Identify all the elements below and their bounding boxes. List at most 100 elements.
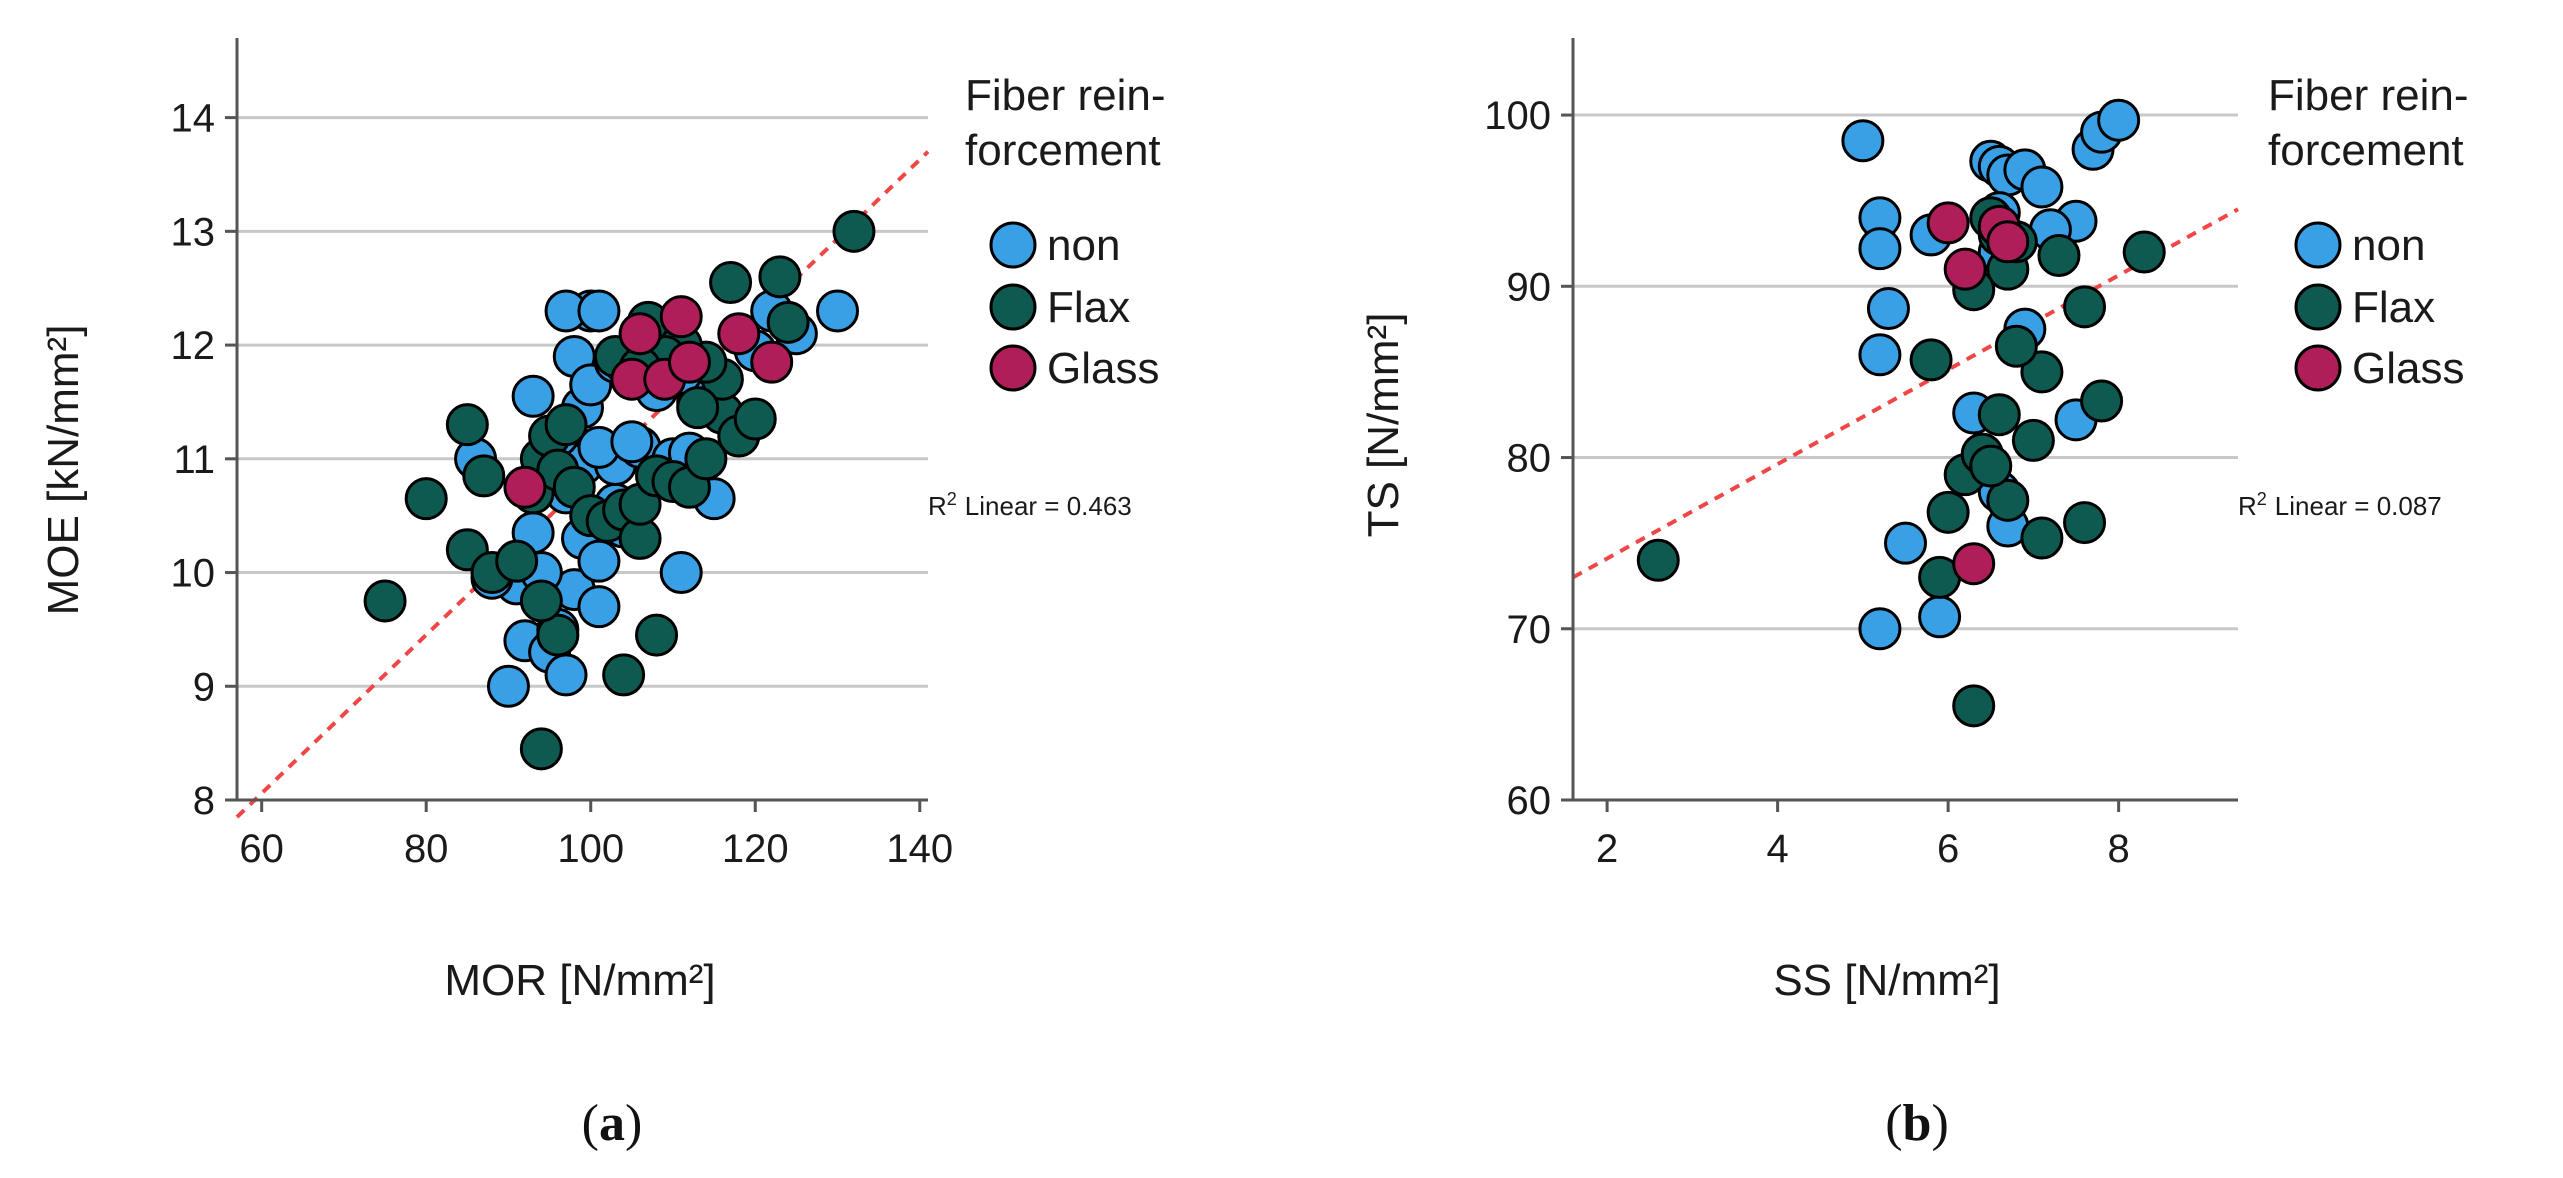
legend-swatch-flax-b	[2294, 283, 2342, 331]
caption-a: (a)	[582, 1095, 643, 1152]
legend-swatch-non-a	[989, 221, 1037, 269]
r2-annotation-b: R2 Linear = 0.087	[2238, 489, 2442, 521]
chart-panel-a: 8 9 10 11 12 13 14 60 80 100 120 140 MOR [N/mm²] MO…	[39, 38, 1166, 1152]
point-a-glass-6	[717, 312, 761, 356]
point-a-flax-6	[495, 539, 539, 583]
y-tick-label-b-3: 90	[1507, 265, 1552, 309]
legend-b: Fiber rein- forcement non Flax Glass	[2268, 71, 2469, 393]
point-b-non-7	[1918, 595, 1962, 639]
point-a-glass-5	[667, 340, 711, 384]
y-tick-label-a-5: 13	[171, 210, 216, 254]
axes-a	[235, 38, 928, 802]
legend-swatch-glass-a	[989, 344, 1037, 392]
y-axis-title-a: MOE [kN/mm²]	[39, 325, 88, 616]
point-a-flax-1	[404, 477, 448, 521]
y-tick-label-a-0: 8	[193, 779, 215, 823]
point-a-flax-21	[684, 437, 728, 481]
fit-line-b	[1572, 207, 2239, 580]
legend-title-line2-a: forcement	[965, 126, 1161, 175]
point-b-flax-3	[1926, 490, 1970, 534]
y-tick-label-a-3: 11	[173, 438, 215, 482]
point-b-flax-5	[1952, 684, 1996, 728]
point-b-non-4	[1858, 333, 1902, 377]
point-a-flax-2	[445, 403, 489, 447]
point-b-flax-0	[1636, 538, 1680, 582]
point-b-non-13	[2020, 165, 2064, 209]
legend-title-line1-b: Fiber rein-	[2268, 71, 2469, 120]
points-a	[363, 209, 876, 771]
x-axis-title-a: MOR [N/mm²]	[444, 956, 715, 1005]
point-a-flax-40	[602, 653, 646, 697]
legend-label-non-a: non	[1047, 221, 1120, 270]
legend-label-non-b: non	[2352, 221, 2425, 270]
point-a-non-3	[544, 653, 588, 697]
axes-b	[1571, 38, 2238, 802]
legend-swatch-glass-b	[2294, 344, 2342, 392]
r2-label-a: Linear = 0.463	[965, 491, 1132, 521]
point-b-flax-13	[2011, 418, 2055, 462]
point-a-non-8	[577, 585, 621, 629]
chart-panel-b: 60 70 80 90 100 2 4 6 8 SS [N/mm²] TS [N/mm²] Fi…	[1359, 38, 2469, 1152]
point-a-glass-1	[618, 312, 662, 356]
point-b-flax-15	[2020, 516, 2064, 560]
point-a-flax-38	[519, 579, 563, 623]
points-b	[1636, 98, 2166, 728]
y-tick-label-b-2: 80	[1507, 437, 1552, 481]
point-a-non-24	[610, 420, 654, 464]
r2-annotation-a: R2 Linear = 0.463	[928, 489, 1132, 521]
x-tick-label-a-1: 80	[404, 827, 449, 871]
y-tick-label-a-2: 10	[171, 552, 216, 596]
point-b-flax-23	[1994, 324, 2038, 368]
point-a-non-41	[511, 374, 555, 418]
caption-b: (b)	[1885, 1095, 1949, 1152]
point-b-non-17	[2097, 98, 2141, 142]
point-a-non-30	[577, 289, 621, 333]
x-tick-label-a-4: 140	[886, 827, 953, 871]
point-b-flax-18	[2063, 285, 2107, 329]
r2-label-b: Linear = 0.087	[2275, 491, 2442, 521]
point-a-flax-11	[544, 403, 588, 447]
legend-label-glass-a: Glass	[1047, 344, 1159, 393]
point-b-flax-17	[2063, 501, 2107, 545]
fit-line-a	[235, 150, 930, 819]
y-tick-label-a-4: 12	[171, 324, 216, 368]
point-a-non-21	[659, 551, 703, 595]
point-b-flax-14	[2020, 350, 2064, 394]
r2-sup-b: 2	[2257, 489, 2267, 509]
r2-symbol-b: R	[2238, 491, 2257, 521]
point-b-glass-2	[1952, 542, 1996, 586]
point-a-flax-36	[676, 386, 720, 430]
point-a-flax-34	[766, 300, 810, 344]
legend-label-flax-a: Flax	[1047, 283, 1130, 332]
x-tick-label-b-2: 6	[1937, 827, 1959, 871]
ticks-b: 60 70 80 90 100 2 4 6 8	[1484, 94, 2130, 871]
x-tick-label-b-3: 8	[2108, 827, 2130, 871]
point-b-non-3	[1866, 287, 1910, 331]
point-b-non-5	[1884, 521, 1927, 565]
point-a-flax-37	[536, 613, 580, 657]
point-b-flax-22	[1969, 444, 2013, 488]
point-b-flax-1	[1909, 338, 1953, 382]
point-a-non-12	[577, 539, 621, 583]
point-b-flax-11	[1977, 393, 2021, 437]
point-a-flax-35	[832, 209, 876, 253]
r2-symbol-a: R	[928, 491, 947, 521]
x-tick-label-a-0: 60	[239, 827, 284, 871]
y-tick-label-b-4: 100	[1484, 94, 1551, 138]
x-tick-label-b-1: 4	[1766, 827, 1788, 871]
point-a-flax-32	[709, 261, 753, 305]
legend-title-line2-b: forcement	[2268, 126, 2464, 175]
point-a-flax-39	[519, 727, 563, 771]
point-a-non-0	[486, 664, 530, 708]
legend-label-glass-b: Glass	[2352, 344, 2464, 393]
point-b-glass-1	[1943, 247, 1987, 291]
point-a-glass-7	[750, 340, 794, 384]
point-b-flax-16	[2037, 233, 2081, 277]
legend-swatch-non-b	[2294, 221, 2342, 269]
fit-line-b	[1572, 207, 2239, 580]
x-tick-label-a-2: 100	[557, 827, 624, 871]
legend-label-flax-b: Flax	[2352, 283, 2435, 332]
